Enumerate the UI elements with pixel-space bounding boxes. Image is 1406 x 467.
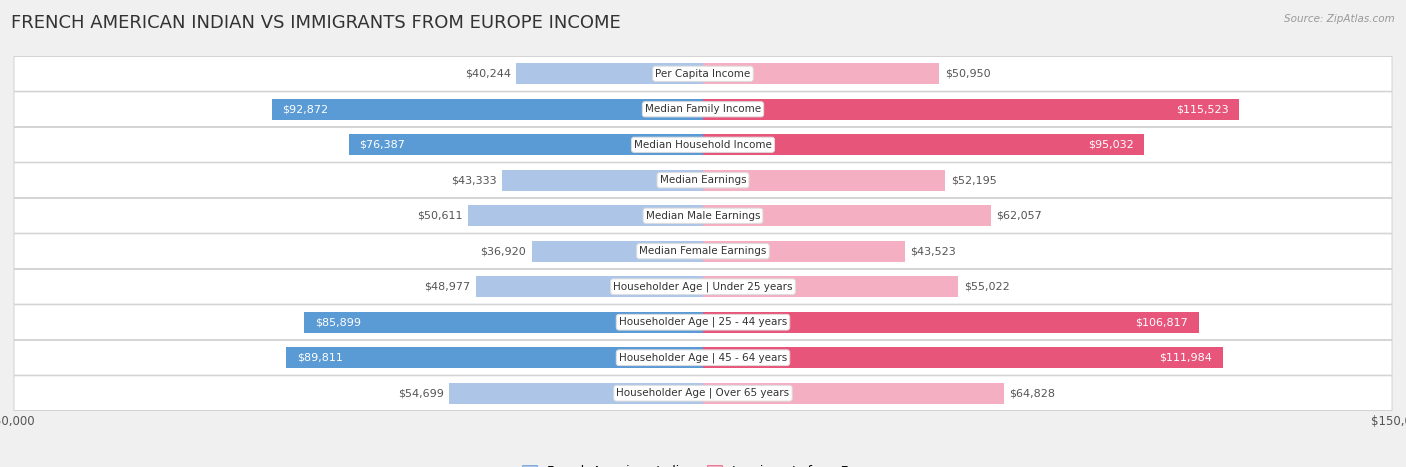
- Text: $111,984: $111,984: [1160, 353, 1212, 363]
- Bar: [703, 170, 945, 191]
- Text: Median Male Earnings: Median Male Earnings: [645, 211, 761, 221]
- Text: $89,811: $89,811: [297, 353, 343, 363]
- Text: Median Female Earnings: Median Female Earnings: [640, 246, 766, 256]
- Text: Householder Age | 25 - 44 years: Householder Age | 25 - 44 years: [619, 317, 787, 327]
- Legend: French American Indian, Immigrants from Europe: French American Indian, Immigrants from …: [516, 460, 890, 467]
- Text: $115,523: $115,523: [1175, 104, 1229, 114]
- Bar: [516, 63, 703, 85]
- Bar: [703, 382, 1004, 404]
- FancyBboxPatch shape: [14, 127, 1392, 162]
- FancyBboxPatch shape: [14, 305, 1392, 340]
- Bar: [703, 276, 959, 297]
- FancyBboxPatch shape: [14, 340, 1392, 375]
- Bar: [531, 241, 703, 262]
- Text: FRENCH AMERICAN INDIAN VS IMMIGRANTS FROM EUROPE INCOME: FRENCH AMERICAN INDIAN VS IMMIGRANTS FRO…: [11, 14, 621, 32]
- FancyBboxPatch shape: [14, 163, 1392, 198]
- Text: Householder Age | 45 - 64 years: Householder Age | 45 - 64 years: [619, 353, 787, 363]
- Text: Per Capita Income: Per Capita Income: [655, 69, 751, 79]
- Text: $64,828: $64,828: [1010, 388, 1056, 398]
- Bar: [703, 205, 991, 226]
- Text: Median Family Income: Median Family Income: [645, 104, 761, 114]
- Text: $36,920: $36,920: [481, 246, 526, 256]
- Text: Median Earnings: Median Earnings: [659, 175, 747, 185]
- FancyBboxPatch shape: [14, 234, 1392, 269]
- Bar: [703, 63, 939, 85]
- Text: Householder Age | Under 25 years: Householder Age | Under 25 years: [613, 282, 793, 292]
- Text: $52,195: $52,195: [950, 175, 997, 185]
- Text: $48,977: $48,977: [425, 282, 470, 292]
- Bar: [468, 205, 703, 226]
- FancyBboxPatch shape: [14, 198, 1392, 233]
- Bar: [349, 134, 703, 156]
- Bar: [502, 170, 703, 191]
- FancyBboxPatch shape: [14, 92, 1392, 127]
- Bar: [703, 241, 905, 262]
- Text: $95,032: $95,032: [1088, 140, 1133, 150]
- Bar: [449, 382, 703, 404]
- Text: $50,950: $50,950: [945, 69, 991, 79]
- Text: Median Household Income: Median Household Income: [634, 140, 772, 150]
- Text: $40,244: $40,244: [465, 69, 510, 79]
- Text: Householder Age | Over 65 years: Householder Age | Over 65 years: [616, 388, 790, 398]
- Bar: [475, 276, 703, 297]
- FancyBboxPatch shape: [14, 57, 1392, 91]
- Text: Source: ZipAtlas.com: Source: ZipAtlas.com: [1284, 14, 1395, 24]
- Text: $85,899: $85,899: [315, 317, 361, 327]
- Bar: [703, 311, 1198, 333]
- Text: $55,022: $55,022: [965, 282, 1010, 292]
- FancyBboxPatch shape: [14, 376, 1392, 410]
- Text: $106,817: $106,817: [1136, 317, 1188, 327]
- Bar: [305, 311, 703, 333]
- Bar: [273, 99, 703, 120]
- Text: $50,611: $50,611: [418, 211, 463, 221]
- Text: $54,699: $54,699: [398, 388, 444, 398]
- Text: $92,872: $92,872: [283, 104, 329, 114]
- FancyBboxPatch shape: [14, 269, 1392, 304]
- Bar: [703, 134, 1144, 156]
- Text: $43,523: $43,523: [911, 246, 956, 256]
- Bar: [703, 99, 1239, 120]
- Text: $62,057: $62,057: [997, 211, 1042, 221]
- Text: $43,333: $43,333: [451, 175, 496, 185]
- Text: $76,387: $76,387: [359, 140, 405, 150]
- Bar: [703, 347, 1223, 368]
- Bar: [287, 347, 703, 368]
